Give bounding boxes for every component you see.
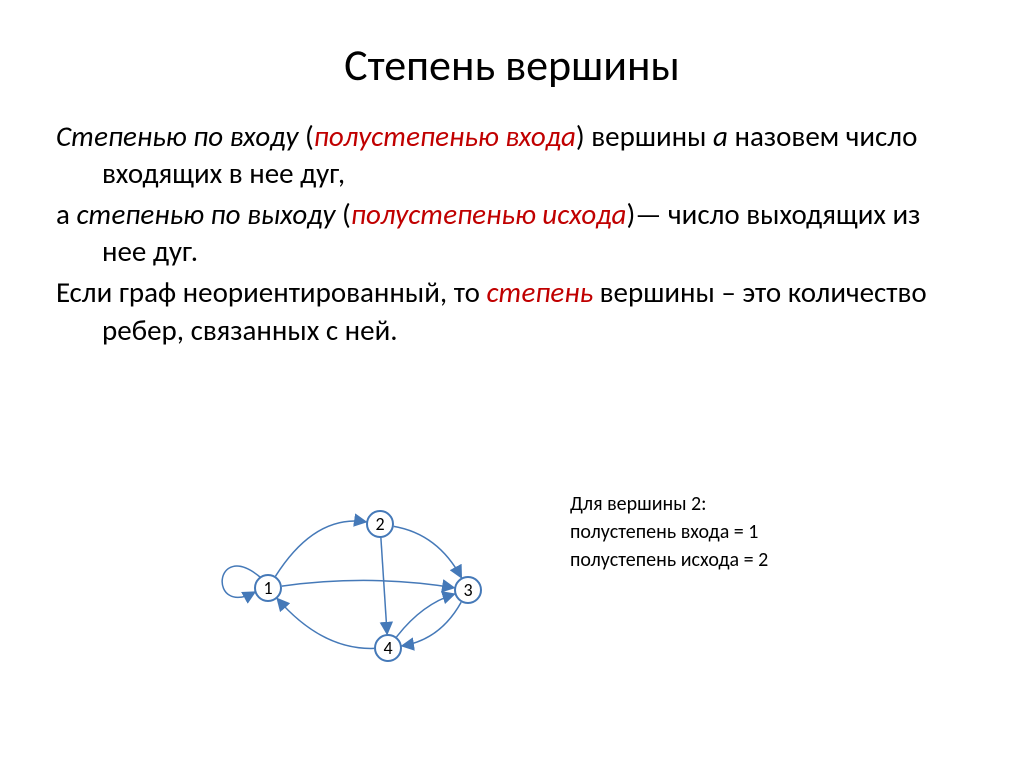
caption-line: Для вершины 2: [570,490,768,518]
graph-edge [282,580,454,587]
caption-line: полустепень входа = 1 [570,518,768,546]
text-run: а [56,196,76,232]
text-run: полустепенью входа [314,118,576,154]
slide-body: Степенью по входу (полустепенью входа) в… [56,118,968,349]
graph-edge [397,594,455,637]
text-run: ( [298,118,313,154]
text-run: Если граф неориентированный, то [56,274,486,310]
graph-edge [394,526,462,577]
text-run: ) вершины [576,118,713,154]
graph-edge [277,599,374,649]
graph-node: 2 [366,510,394,538]
text-run: а [713,118,728,154]
text-run: степенью по выходу [76,196,335,232]
text-run: полустепенью исхода [351,196,627,232]
slide: Степень вершины Степенью по входу (полус… [0,0,1024,768]
text-run: степень [486,274,593,310]
graph-edge [276,521,367,576]
graph-diagram: 1 2 3 4 [210,480,530,680]
graph-node: 1 [254,574,282,602]
graph-node: 3 [454,576,482,604]
paragraph-3: Если граф неориентированный, то степень … [56,274,968,348]
graph-edge [402,602,461,646]
paragraph-1: Степенью по входу (полустепенью входа) в… [56,118,968,192]
graph-edge [381,538,387,634]
graph-node: 4 [374,634,402,662]
caption-line: полустепень исхода = 2 [570,546,768,574]
text-run: Степенью по входу [56,118,298,154]
paragraph-2: а степенью по выходу (полустепенью исход… [56,196,968,270]
slide-title: Степень вершины [56,38,968,92]
text-run: ( [336,196,351,232]
graph-caption: Для вершины 2: полустепень входа = 1 пол… [570,490,768,574]
